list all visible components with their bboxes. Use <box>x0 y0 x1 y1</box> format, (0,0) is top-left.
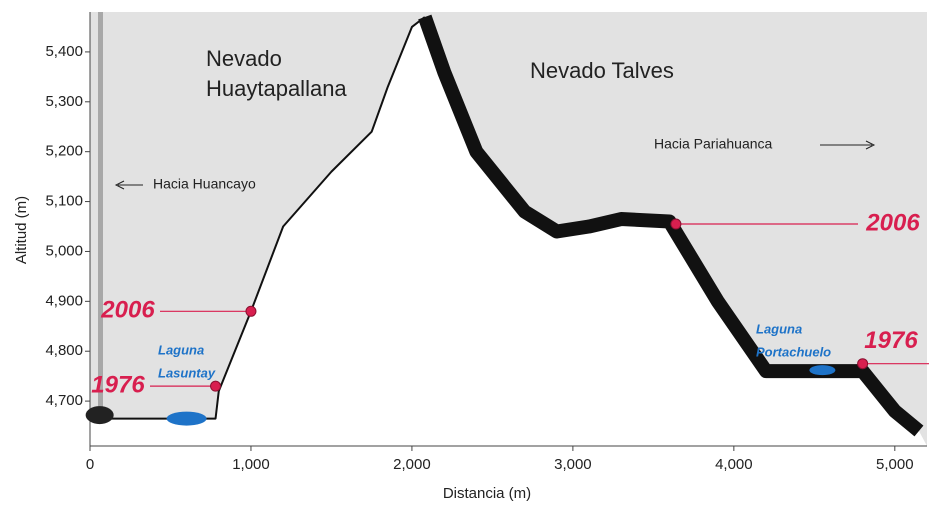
year-label: 1976 <box>91 371 145 398</box>
lake-label: Laguna <box>158 342 204 357</box>
year-label: 2006 <box>100 297 155 324</box>
lake-label: Portachuelo <box>756 344 831 359</box>
glacier-front-marker <box>671 219 681 229</box>
lake <box>167 412 207 426</box>
glacier-front-marker <box>858 359 868 369</box>
y-tick-label: 4,700 <box>45 392 83 409</box>
y-tick-label: 4,900 <box>45 292 83 309</box>
y-axis-title: Altitud (m) <box>13 196 30 264</box>
y-tick-label: 5,400 <box>45 43 83 60</box>
glacier-front-marker <box>211 381 221 391</box>
annotation: Nevado <box>206 46 282 71</box>
y-tick-label: 5,200 <box>45 143 83 160</box>
annotation: Hacia Huancayo <box>153 176 256 192</box>
x-axis-title: Distancia (m) <box>443 485 531 502</box>
y-tick-label: 5,300 <box>45 93 83 110</box>
lake-label: Laguna <box>756 321 802 336</box>
y-tick-label: 5,100 <box>45 193 83 210</box>
year-label: 2006 <box>865 209 920 236</box>
annotation: Hacia Pariahuanca <box>654 136 773 152</box>
y-tick-label: 4,800 <box>45 342 83 359</box>
x-tick-label: 1,000 <box>232 456 270 473</box>
year-label: 1976 <box>864 327 918 354</box>
chart: Distancia (m) Altitud (m) 4,700 4,800 4,90… <box>0 0 929 506</box>
annotation: Nevado Talves <box>530 58 674 83</box>
y-tick-label: 5,000 <box>45 242 83 259</box>
x-tick-label: 0 <box>86 456 94 473</box>
start-blob <box>86 406 114 424</box>
glacier-front-marker <box>246 306 256 316</box>
x-tick-label: 5,000 <box>876 456 914 473</box>
lake <box>809 365 835 375</box>
lake-label: Lasuntay <box>158 365 216 380</box>
x-tick-label: 3,000 <box>554 456 592 473</box>
left-wall <box>98 12 103 419</box>
annotation: Huaytapallana <box>206 76 347 101</box>
x-tick-label: 4,000 <box>715 456 753 473</box>
x-tick-label: 2,000 <box>393 456 431 473</box>
